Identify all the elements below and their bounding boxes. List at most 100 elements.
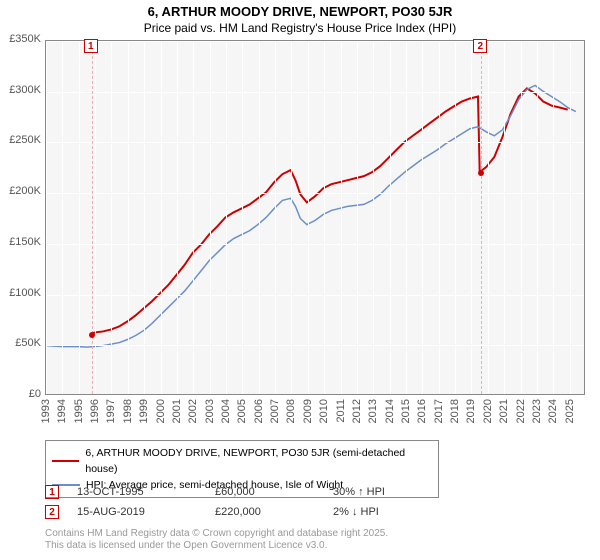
y-axis-label: £250K bbox=[1, 134, 41, 146]
x-axis-label: 2005 bbox=[236, 399, 248, 423]
x-axis-label: 2017 bbox=[433, 399, 445, 423]
attribution-footer: Contains HM Land Registry data © Crown c… bbox=[45, 528, 388, 552]
grid-line-v bbox=[422, 41, 423, 394]
sale-price: £220,000 bbox=[215, 506, 315, 518]
x-axis-label: 2002 bbox=[187, 399, 199, 423]
x-axis-label: 2006 bbox=[253, 399, 265, 423]
x-axis-label: 2021 bbox=[498, 399, 510, 423]
grid-line-v bbox=[275, 41, 276, 394]
sale-date: 15-AUG-2019 bbox=[77, 506, 197, 518]
sale-marker-dot bbox=[89, 332, 95, 338]
x-axis-label: 2025 bbox=[564, 399, 576, 423]
grid-line-v bbox=[95, 41, 96, 394]
grid-line-v bbox=[46, 41, 47, 394]
sale-index-badge: 2 bbox=[45, 505, 59, 519]
sale-row: 2 15-AUG-2019 £220,000 2% ↓ HPI bbox=[45, 502, 403, 522]
grid-line-v bbox=[210, 41, 211, 394]
grid-line-v bbox=[390, 41, 391, 394]
legend-row: 6, ARTHUR MOODY DRIVE, NEWPORT, PO30 5JR… bbox=[52, 445, 432, 477]
x-axis-label: 2008 bbox=[285, 399, 297, 423]
attribution-line-1: Contains HM Land Registry data © Crown c… bbox=[45, 528, 388, 540]
x-axis-label: 2014 bbox=[384, 399, 396, 423]
x-axis-label: 2010 bbox=[318, 399, 330, 423]
grid-line-v bbox=[79, 41, 80, 394]
chart-title: 6, ARTHUR MOODY DRIVE, NEWPORT, PO30 5JR bbox=[0, 4, 600, 19]
grid-line-v bbox=[504, 41, 505, 394]
x-axis-label: 2018 bbox=[449, 399, 461, 423]
y-axis-label: £150K bbox=[1, 236, 41, 248]
x-axis-label: 2024 bbox=[547, 399, 559, 423]
x-axis-label: 2009 bbox=[302, 399, 314, 423]
x-axis-label: 2011 bbox=[335, 399, 347, 423]
grid-line-v bbox=[357, 41, 358, 394]
grid-line-v bbox=[111, 41, 112, 394]
chart-subtitle: Price paid vs. HM Land Registry's House … bbox=[0, 21, 600, 35]
sale-table: 1 13-OCT-1995 £60,000 30% ↑ HPI 2 15-AUG-2019… bbox=[45, 482, 403, 522]
x-axis-label: 2004 bbox=[220, 399, 232, 423]
x-axis-label: 2003 bbox=[204, 399, 216, 423]
x-axis-label: 2016 bbox=[416, 399, 428, 423]
grid-line-h bbox=[46, 396, 584, 397]
y-axis-label: £100K bbox=[1, 287, 41, 299]
grid-line-v bbox=[177, 41, 178, 394]
grid-line-v bbox=[439, 41, 440, 394]
grid-line-v bbox=[308, 41, 309, 394]
sale-marker-line bbox=[481, 41, 482, 394]
sale-delta: 30% ↑ HPI bbox=[333, 486, 385, 498]
sale-price: £60,000 bbox=[215, 486, 315, 498]
x-axis-label: 2007 bbox=[269, 399, 281, 423]
y-axis-label: £350K bbox=[1, 33, 41, 45]
sale-marker-line bbox=[92, 41, 93, 394]
x-axis-label: 2001 bbox=[171, 399, 183, 423]
chart-titles: 6, ARTHUR MOODY DRIVE, NEWPORT, PO30 5JR… bbox=[0, 0, 600, 35]
x-axis-label: 2020 bbox=[482, 399, 494, 423]
plot-area bbox=[45, 40, 585, 395]
grid-line-v bbox=[537, 41, 538, 394]
grid-line-v bbox=[553, 41, 554, 394]
grid-line-v bbox=[62, 41, 63, 394]
series-line bbox=[46, 85, 576, 347]
grid-line-v bbox=[161, 41, 162, 394]
grid-line-v bbox=[455, 41, 456, 394]
grid-line-v bbox=[193, 41, 194, 394]
grid-line-v bbox=[406, 41, 407, 394]
attribution-line-2: This data is licensed under the Open Gov… bbox=[45, 540, 388, 552]
grid-line-v bbox=[128, 41, 129, 394]
x-axis-label: 1996 bbox=[89, 399, 101, 423]
grid-line-v bbox=[521, 41, 522, 394]
legend-label: 6, ARTHUR MOODY DRIVE, NEWPORT, PO30 5JR… bbox=[85, 445, 432, 477]
sale-marker-badge: 2 bbox=[473, 39, 487, 53]
grid-line-v bbox=[291, 41, 292, 394]
legend-swatch bbox=[52, 460, 79, 462]
chart-container: 6, ARTHUR MOODY DRIVE, NEWPORT, PO30 5JR… bbox=[0, 0, 600, 560]
grid-line-v bbox=[570, 41, 571, 394]
y-axis-label: £0 bbox=[1, 388, 41, 400]
x-axis-label: 1995 bbox=[73, 399, 85, 423]
sale-index-badge: 1 bbox=[45, 485, 59, 499]
x-axis-label: 1997 bbox=[105, 399, 117, 423]
y-axis-label: £50K bbox=[1, 337, 41, 349]
grid-line-v bbox=[373, 41, 374, 394]
x-axis-label: 2013 bbox=[367, 399, 379, 423]
grid-line-v bbox=[324, 41, 325, 394]
x-axis-label: 2023 bbox=[531, 399, 543, 423]
sale-date: 13-OCT-1995 bbox=[77, 486, 197, 498]
sale-marker-badge: 1 bbox=[84, 39, 98, 53]
grid-line-v bbox=[259, 41, 260, 394]
x-axis-label: 2000 bbox=[155, 399, 167, 423]
x-axis-label: 2015 bbox=[400, 399, 412, 423]
x-axis-label: 1998 bbox=[122, 399, 134, 423]
grid-line-v bbox=[488, 41, 489, 394]
x-axis-label: 2022 bbox=[515, 399, 527, 423]
x-axis-label: 1993 bbox=[40, 399, 52, 423]
sale-delta: 2% ↓ HPI bbox=[333, 506, 379, 518]
y-axis-label: £300K bbox=[1, 84, 41, 96]
x-axis-label: 2019 bbox=[465, 399, 477, 423]
x-axis-label: 1994 bbox=[56, 399, 68, 423]
x-axis-label: 1999 bbox=[138, 399, 150, 423]
y-axis-label: £200K bbox=[1, 185, 41, 197]
grid-line-v bbox=[144, 41, 145, 394]
grid-line-v bbox=[242, 41, 243, 394]
grid-line-v bbox=[471, 41, 472, 394]
grid-line-v bbox=[226, 41, 227, 394]
